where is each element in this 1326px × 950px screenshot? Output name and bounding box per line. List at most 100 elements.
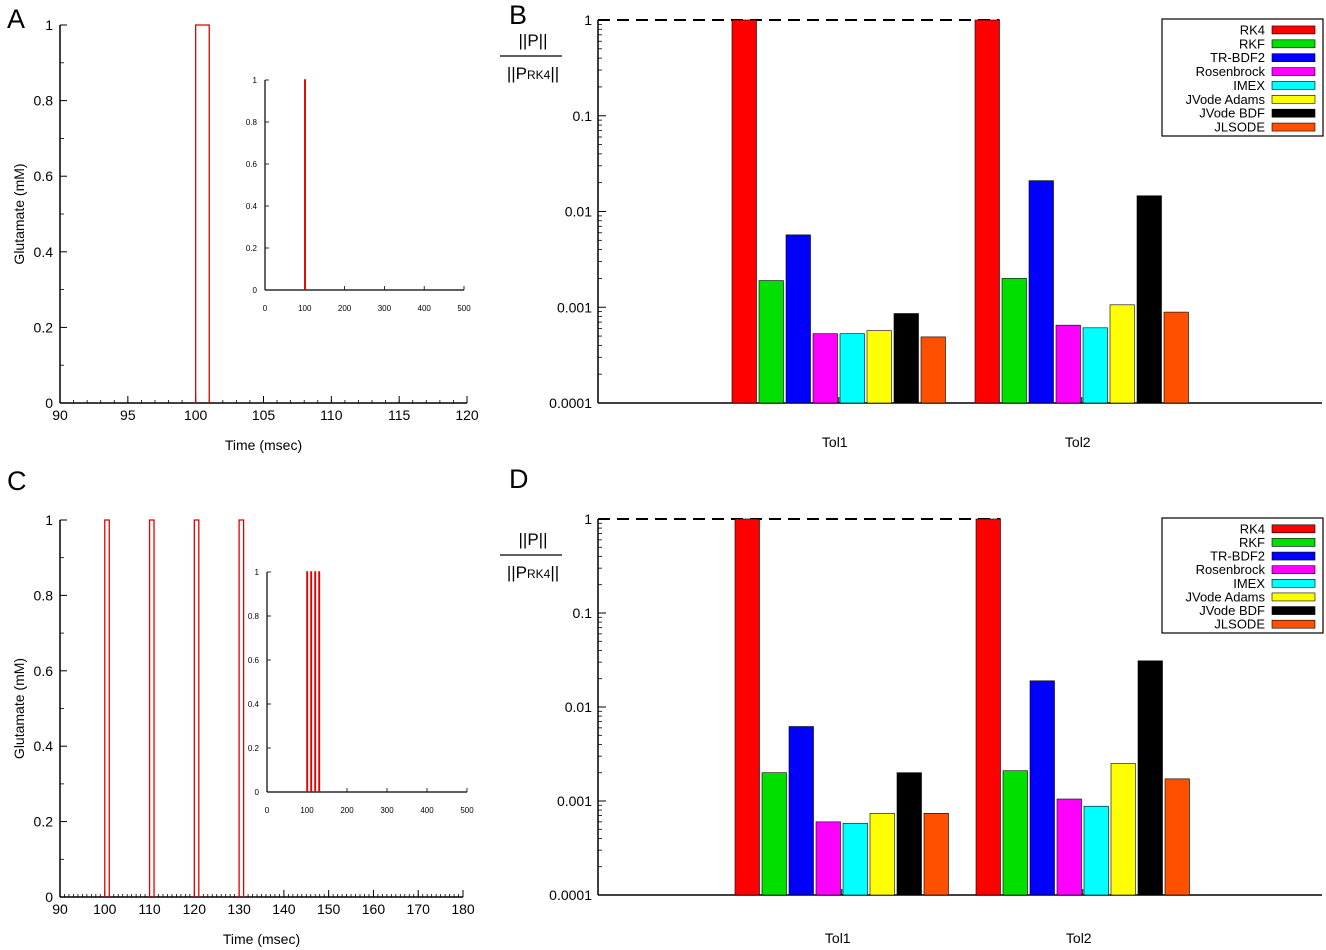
y-label-numerator: ||P||	[518, 31, 547, 50]
legend-swatch	[1271, 122, 1316, 132]
y-label-denominator: ||PRK4||	[507, 563, 559, 582]
y-tick-label: 0.1	[573, 108, 593, 124]
legend-label: RK4	[1240, 22, 1265, 37]
bar-jvode-adams	[1110, 763, 1136, 896]
y-tick-label: 1	[584, 12, 592, 28]
legend-label: JVode BDF	[1199, 603, 1265, 618]
bar-rosenbrock	[812, 333, 838, 404]
inset-y-tick-label: 0	[253, 286, 258, 295]
y-tick-label: 0.01	[565, 699, 592, 715]
legend-label: IMEX	[1233, 78, 1265, 93]
x-tick-label: 100	[184, 407, 208, 423]
y-tick-label: 1	[45, 17, 53, 33]
legend-label: IMEX	[1233, 576, 1265, 591]
y-tick-label: 0.0001	[549, 887, 592, 903]
y-tick-label: 1	[584, 511, 592, 527]
legend-swatch	[1271, 524, 1316, 534]
inset-y-tick-label: 0.6	[246, 160, 258, 169]
inset-x-tick-label: 0	[263, 304, 268, 313]
bar-jvode-adams	[869, 812, 895, 896]
y-tick-label: 0.8	[34, 587, 54, 603]
legend-swatch	[1271, 551, 1316, 561]
bar-jvode-bdf	[896, 772, 922, 896]
inset-y-tick-label: 0	[255, 788, 260, 797]
panel-letter: B	[509, 0, 527, 30]
x-tick-label: 120	[183, 901, 207, 917]
panel-B: B 0.0001 0.001 0.01 0.1 1 Tol1 Tol2 ||P|| ||PRK4|…	[500, 0, 1324, 450]
x-tick-label: Tol2	[1065, 434, 1091, 450]
panel-C: C90 100 110 120 130 140 150 160 170 18000.20.40.6…	[7, 466, 475, 947]
bar-jlsode	[920, 336, 946, 404]
x-tick-label: Tol2	[1066, 930, 1092, 946]
legend-label: RKF	[1239, 36, 1265, 51]
legend-label: RKF	[1239, 535, 1265, 550]
bar-rkf	[1001, 278, 1027, 404]
bar-rkf	[1002, 770, 1028, 896]
legend-swatch	[1271, 67, 1316, 76]
inset-y-tick-label: 0.8	[246, 118, 258, 127]
legend-label: JLSODE	[1214, 120, 1265, 135]
inset-x-tick-label: 400	[420, 806, 434, 815]
bar-rosenbrock	[1056, 798, 1082, 896]
inset-y-tick-label: 0.2	[246, 244, 258, 253]
bar-rkf	[758, 280, 784, 404]
legend-label: Rosenbrock	[1196, 64, 1266, 79]
inset-x-tick-label: 100	[298, 304, 312, 313]
y-tick-label: 0.1	[573, 605, 593, 621]
legend-label: JVode BDF	[1199, 106, 1265, 121]
legend-swatch	[1271, 565, 1316, 574]
y-tick-label: 0.2	[34, 319, 54, 335]
x-axis-label: Time (msec)	[225, 437, 302, 453]
panel-D: D 0.0001 0.001 0.01 0.1 1 Tol1 Tol2 ||P|| ||PRK4|…	[500, 464, 1324, 946]
legend-swatch	[1271, 606, 1316, 615]
bar-jvode-bdf	[893, 313, 919, 404]
inset: 0 100 200 300 400 500 0 0.2 0.4 0.6 0.8 1	[246, 76, 471, 313]
y-tick-label: 0.4	[34, 244, 54, 260]
pulse-trace	[238, 519, 245, 897]
legend-label: JLSODE	[1214, 617, 1265, 632]
bar-jvode-bdf	[1136, 195, 1162, 404]
y-axis-label: Glutamate (mM)	[11, 163, 27, 264]
y-label-denominator: ||PRK4||	[507, 64, 559, 83]
legend-swatch	[1271, 108, 1316, 118]
x-tick-label: 150	[317, 901, 341, 917]
y-tick-label: 1	[45, 512, 53, 528]
bar-tr-bdf2	[785, 234, 811, 404]
bar-rk4	[731, 19, 757, 404]
inset-x-tick-label: 0	[265, 806, 270, 815]
inset-y-tick-label: 0.4	[246, 202, 258, 211]
panel-letter: A	[7, 4, 25, 34]
legend-swatch	[1271, 39, 1316, 49]
legend-label: RK4	[1240, 521, 1265, 536]
inset-y-tick-label: 1	[253, 76, 258, 85]
x-tick-label: 105	[252, 407, 276, 423]
inset: 0 100 200 300 400 500 0 0.2 0.4 0.6 0.8 1	[248, 568, 474, 815]
bar-imex	[842, 822, 868, 896]
x-tick-label: 130	[227, 901, 251, 917]
bar-jlsode	[1164, 778, 1190, 896]
inset-x-tick-label: 500	[460, 806, 474, 815]
legend-swatch	[1271, 95, 1316, 104]
x-tick-label: 170	[407, 901, 431, 917]
panel-letter: D	[509, 464, 529, 494]
bar-jlsode	[923, 812, 949, 896]
inset-x-tick-label: 300	[378, 304, 392, 313]
bar-tr-bdf2	[1029, 680, 1055, 896]
legend-label: JVode Adams	[1186, 92, 1266, 107]
y-tick-label: 0	[45, 395, 53, 411]
legend-swatch	[1271, 619, 1316, 629]
x-axis-label: Time (msec)	[223, 931, 300, 947]
legend-swatch	[1271, 25, 1316, 35]
x-tick-label: Tol1	[822, 434, 848, 450]
legend-swatch	[1271, 53, 1316, 62]
legend-label: Rosenbrock	[1196, 562, 1266, 577]
y-tick-label: 0.6	[34, 168, 54, 184]
inset-y-tick-label: 0.8	[248, 612, 260, 621]
bar-imex	[1083, 805, 1109, 896]
y-tick-label: 0.0001	[549, 395, 592, 411]
x-tick-label: Tol1	[825, 930, 851, 946]
